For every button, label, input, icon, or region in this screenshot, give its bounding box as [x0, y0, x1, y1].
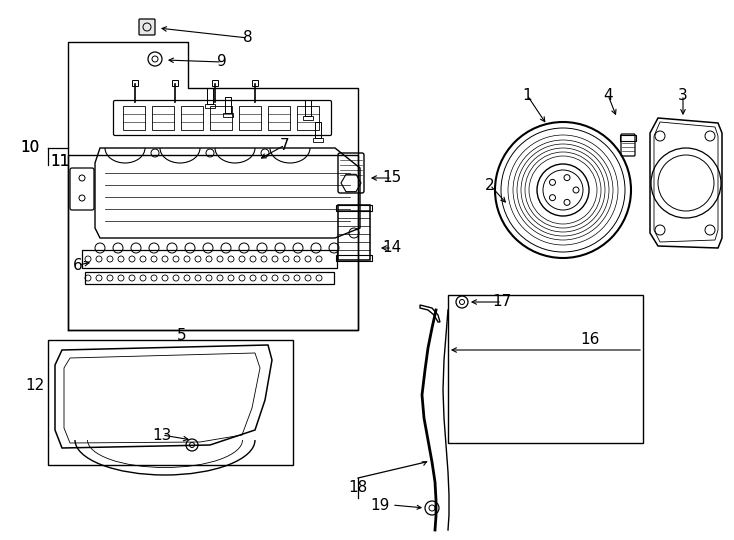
Bar [132, 80, 138, 86]
Bar [181, 106, 203, 130]
Bar [212, 80, 218, 86]
Bar [239, 106, 261, 130]
Text: 19: 19 [371, 497, 390, 512]
Text: 7: 7 [280, 138, 290, 152]
Bar [336, 205, 372, 211]
Bar [268, 106, 290, 130]
Text: 17: 17 [493, 294, 512, 309]
Text: 5: 5 [177, 327, 187, 342]
Bar [313, 138, 323, 142]
Bar [85, 272, 334, 284]
Text: 11: 11 [51, 154, 70, 170]
Bar [223, 113, 233, 117]
Bar [338, 205, 370, 260]
Bar [68, 155, 358, 330]
Text: 16: 16 [581, 333, 600, 348]
Bar [152, 106, 174, 130]
Bar [297, 106, 319, 130]
Bar [336, 255, 372, 261]
Bar [303, 116, 313, 120]
Text: 18: 18 [349, 481, 368, 496]
Text: 10: 10 [21, 140, 40, 156]
Bar [225, 97, 231, 113]
Text: 6: 6 [73, 258, 83, 273]
Text: 8: 8 [243, 30, 252, 45]
Text: 1: 1 [522, 87, 532, 103]
Text: 11: 11 [51, 154, 70, 170]
FancyBboxPatch shape [139, 19, 155, 35]
Text: 10: 10 [21, 140, 40, 156]
Text: 2: 2 [485, 178, 495, 192]
Text: 4: 4 [603, 87, 613, 103]
Bar [252, 80, 258, 86]
Bar [172, 80, 178, 86]
Text: 13: 13 [153, 428, 172, 442]
Text: 12: 12 [26, 377, 45, 393]
Bar [82, 250, 337, 268]
Bar [210, 106, 232, 130]
Bar [315, 122, 321, 138]
Bar [205, 104, 215, 108]
Bar [448, 295, 643, 443]
Bar [620, 135, 636, 141]
Bar [123, 106, 145, 130]
Text: 14: 14 [382, 240, 401, 255]
Bar [207, 88, 213, 104]
Text: 9: 9 [217, 55, 227, 70]
Text: 15: 15 [382, 171, 401, 186]
Bar [48, 340, 293, 465]
Text: 3: 3 [678, 87, 688, 103]
Bar [305, 100, 311, 116]
